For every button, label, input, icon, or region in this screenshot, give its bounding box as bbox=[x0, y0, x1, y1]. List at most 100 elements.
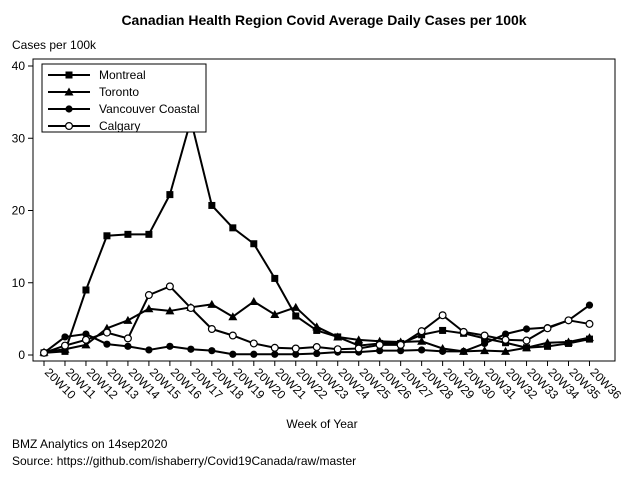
data-point-calgary bbox=[144, 291, 153, 300]
data-point-montreal bbox=[292, 312, 300, 320]
data-point-vancouver-coastal bbox=[166, 342, 174, 350]
data-point-vancouver-coastal bbox=[480, 339, 489, 348]
data-point-calgary bbox=[228, 331, 237, 340]
data-point-vancouver-coastal bbox=[103, 340, 111, 348]
series-montreal bbox=[40, 116, 593, 357]
data-point-calgary bbox=[354, 344, 363, 353]
data-point-montreal bbox=[439, 326, 447, 334]
data-point-toronto bbox=[228, 312, 238, 321]
data-point-calgary bbox=[186, 304, 195, 313]
data-point-toronto bbox=[312, 322, 322, 331]
data-point-montreal bbox=[544, 342, 552, 350]
data-point-calgary bbox=[459, 327, 468, 336]
data-point-vancouver-coastal bbox=[397, 347, 405, 355]
legend-marker bbox=[65, 105, 73, 113]
data-point-calgary bbox=[564, 316, 573, 325]
series-calgary bbox=[39, 282, 594, 357]
y-tick-label: 0 bbox=[18, 348, 25, 362]
data-point-vancouver-coastal bbox=[208, 347, 216, 355]
data-point-calgary bbox=[480, 331, 489, 340]
data-point-calgary bbox=[60, 341, 69, 350]
data-point-calgary bbox=[417, 327, 426, 336]
data-point-vancouver-coastal bbox=[124, 342, 132, 350]
data-point-calgary bbox=[438, 311, 447, 320]
data-point-montreal bbox=[271, 274, 279, 282]
legend-label: Montreal bbox=[99, 68, 146, 82]
data-point-montreal bbox=[313, 326, 321, 334]
data-point-vancouver-coastal bbox=[501, 330, 510, 338]
data-point-vancouver-coastal bbox=[439, 347, 447, 355]
data-point-toronto bbox=[333, 332, 343, 341]
data-point-calgary bbox=[249, 339, 258, 348]
x-axis: 20W1020W1120W1220W1320W1420W1520W1620W17… bbox=[42, 361, 624, 402]
data-point-toronto bbox=[207, 299, 217, 308]
legend-item-montreal: Montreal bbox=[48, 68, 146, 82]
legend-marker bbox=[64, 121, 73, 130]
legend-marker bbox=[65, 71, 73, 79]
legend: Montreal Toronto Vancouver Coastal Calgary bbox=[41, 63, 207, 133]
data-point-montreal bbox=[229, 224, 237, 232]
y-tick-label: 10 bbox=[12, 276, 26, 290]
y-tick-label: 40 bbox=[12, 59, 26, 73]
data-point-vancouver-coastal bbox=[585, 301, 594, 309]
legend-item-vancouver-coastal: Vancouver Coastal bbox=[48, 102, 200, 116]
chart-title: Canadian Health Region Covid Average Dai… bbox=[121, 12, 526, 28]
data-point-toronto bbox=[354, 335, 364, 344]
y-tick-label: 30 bbox=[12, 131, 26, 145]
data-point-montreal bbox=[166, 191, 174, 199]
legend-marker bbox=[64, 87, 74, 96]
data-point-montreal bbox=[103, 232, 111, 240]
legend-item-calgary: Calgary bbox=[48, 119, 140, 133]
data-point-calgary bbox=[207, 324, 216, 333]
footnote-credit: BMZ Analytics on 14sep2020 bbox=[12, 437, 168, 451]
data-point-toronto bbox=[564, 337, 573, 346]
data-point-vancouver-coastal bbox=[522, 325, 531, 333]
data-point-vancouver-coastal bbox=[376, 347, 384, 355]
data-point-calgary bbox=[522, 336, 531, 345]
data-point-toronto bbox=[165, 306, 175, 315]
footnote-source: Source: https://github.com/ishaberry/Cov… bbox=[12, 454, 356, 468]
data-point-calgary bbox=[165, 282, 174, 291]
data-point-toronto bbox=[144, 304, 154, 313]
data-point-vancouver-coastal bbox=[145, 346, 153, 354]
y-axis: 0 10 20 30 40 bbox=[12, 59, 33, 362]
data-point-toronto bbox=[291, 302, 301, 311]
data-point-vancouver-coastal bbox=[292, 350, 300, 358]
data-point-toronto bbox=[543, 338, 553, 347]
data-point-toronto bbox=[584, 333, 594, 342]
data-point-vancouver-coastal bbox=[271, 350, 279, 358]
data-point-montreal bbox=[124, 230, 132, 238]
data-point-calgary bbox=[102, 328, 111, 337]
data-point-calgary bbox=[396, 340, 405, 349]
data-point-vancouver-coastal bbox=[187, 345, 195, 353]
data-point-toronto bbox=[480, 346, 490, 355]
data-point-montreal bbox=[250, 240, 258, 248]
data-point-vancouver-coastal bbox=[250, 350, 258, 358]
y-axis-label: Cases per 100k bbox=[12, 38, 97, 52]
legend-label: Vancouver Coastal bbox=[99, 102, 200, 116]
data-point-calgary bbox=[501, 335, 510, 344]
legend-label: Toronto bbox=[99, 85, 139, 99]
data-point-calgary bbox=[81, 335, 90, 344]
legend-label: Calgary bbox=[99, 119, 140, 133]
data-point-montreal bbox=[208, 201, 216, 209]
data-point-toronto bbox=[81, 340, 91, 349]
data-point-toronto bbox=[123, 315, 133, 324]
data-point-calgary bbox=[39, 348, 48, 357]
data-point-calgary bbox=[333, 345, 342, 354]
legend-item-toronto: Toronto bbox=[48, 85, 139, 99]
data-point-toronto bbox=[501, 346, 511, 355]
data-point-vancouver-coastal bbox=[313, 349, 321, 358]
series-layer bbox=[39, 116, 594, 358]
data-point-vancouver-coastal bbox=[229, 350, 237, 358]
data-point-calgary bbox=[543, 324, 552, 333]
data-point-calgary bbox=[291, 344, 300, 353]
data-point-calgary bbox=[312, 343, 321, 352]
data-point-toronto bbox=[417, 336, 427, 345]
data-point-toronto bbox=[270, 310, 280, 319]
data-point-vancouver-coastal bbox=[460, 347, 468, 355]
data-point-calgary bbox=[270, 343, 279, 352]
data-point-calgary bbox=[585, 319, 594, 328]
series-vancouver-coastal bbox=[40, 301, 594, 358]
